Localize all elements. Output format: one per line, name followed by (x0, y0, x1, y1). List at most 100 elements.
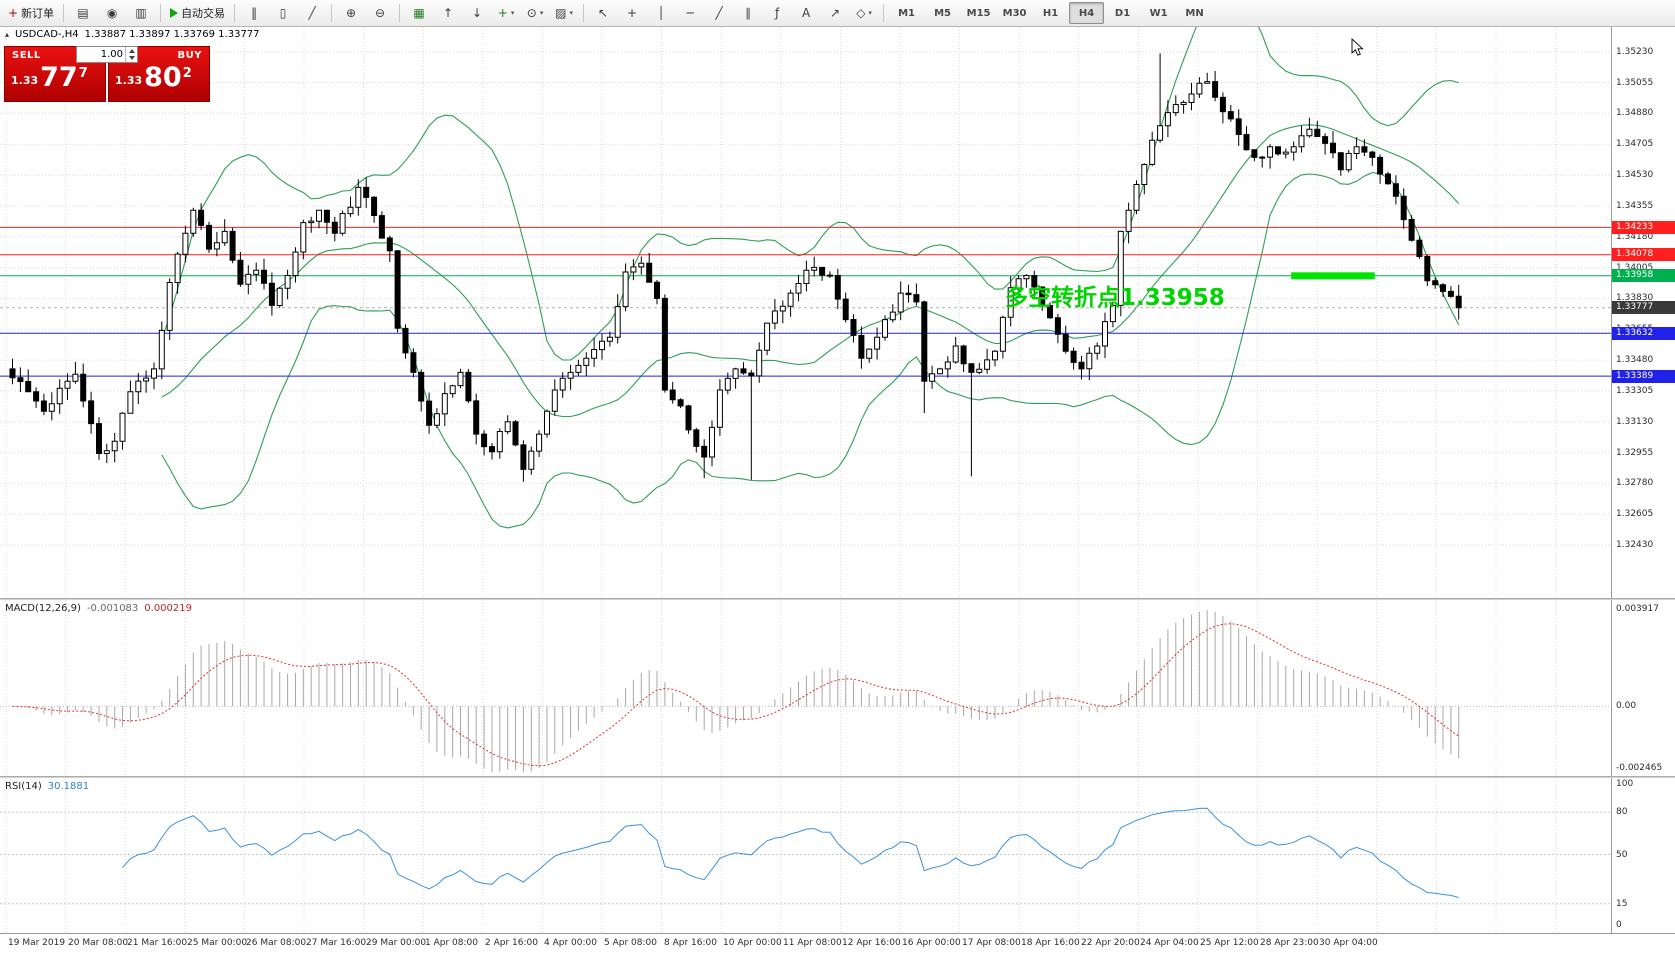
main-chart-svg[interactable] (0, 27, 1612, 598)
trendline-tool-icon: ╱ (715, 7, 722, 19)
rsi-tick-label: 50 (1616, 850, 1627, 860)
crosshair-tool-button[interactable]: + (618, 2, 646, 24)
price-tick-label: 1.34880 (1616, 108, 1653, 118)
bar-chart-button[interactable]: ‖ (240, 2, 268, 24)
volume-down-icon[interactable] (126, 55, 137, 63)
time-tick-label: 11 Apr 08:00 (783, 938, 842, 948)
zoom-in-button[interactable]: ⊕ (337, 2, 365, 24)
shapes-tool-button[interactable]: ◇▾ (850, 2, 878, 24)
arrange-up-button[interactable]: ↑ (434, 2, 462, 24)
volume-value[interactable]: 1.00 (77, 47, 125, 62)
sell-price-prefix: 1.33 (11, 74, 38, 87)
macd-main-value: -0.001083 (87, 603, 138, 614)
autotrade-button[interactable]: 自动交易 (166, 2, 229, 24)
tf-m1-button[interactable]: M1 (889, 2, 924, 24)
mouse-cursor (1352, 39, 1363, 55)
autotrade-button-label: 自动交易 (181, 5, 225, 21)
horizontal-line-tool-button[interactable]: ─ (676, 2, 704, 24)
tf-m30-button[interactable]: M30 (997, 2, 1032, 24)
support-line-1-badge: 1.33632 (1612, 327, 1675, 340)
caret-down-icon: ▾ (540, 9, 544, 17)
turning-point-line-badge: 1.33958 (1612, 269, 1675, 282)
toolbar-separator (331, 4, 332, 22)
zoom-out-icon: ⊖ (375, 7, 385, 19)
time-tick-label: 2 Apr 16:00 (485, 938, 538, 948)
time-tick-label: 22 Apr 20:00 (1081, 938, 1140, 948)
support-line-2-badge: 1.33389 (1612, 370, 1675, 383)
turning-point-highlight[interactable] (1291, 272, 1375, 279)
rsi-tick-label: 80 (1616, 807, 1627, 817)
arrow-tool-button[interactable]: ↗ (821, 2, 849, 24)
line-chart-button[interactable]: ╱ (298, 2, 326, 24)
tf-w1-button[interactable]: W1 (1141, 2, 1176, 24)
line-chart-icon: ╱ (308, 7, 315, 19)
rsi-svg (0, 778, 1612, 933)
shapes-tool-icon: ◇ (856, 7, 865, 19)
current-price-badge: 1.33777 (1612, 301, 1675, 314)
volume-stepper[interactable]: 1.00 (76, 46, 138, 63)
tf-m5-button[interactable]: M5 (925, 2, 960, 24)
tf-m15-button[interactable]: M15 (961, 2, 996, 24)
sell-price-sup: 7 (79, 66, 88, 81)
new-order-button-label: 新订单 (21, 5, 54, 21)
price-tick-label: 1.33480 (1616, 355, 1653, 365)
time-tick-label: 20 Mar 08:00 (68, 938, 128, 948)
timeframe-label: M30 (1003, 8, 1027, 19)
price-tick-label: 1.35055 (1616, 78, 1653, 88)
templates-button[interactable]: ▨▾ (550, 2, 578, 24)
price-tick-label: 1.32780 (1616, 478, 1653, 488)
add-indicator-button[interactable]: +▾ (492, 2, 520, 24)
macd-max-label: 0.003917 (1616, 604, 1659, 614)
chart-window-button[interactable]: ▤ (69, 2, 97, 24)
price-tick-label: 1.32605 (1616, 509, 1653, 519)
notifications-button[interactable]: ▥ (127, 2, 155, 24)
tile-windows-button[interactable]: ▦ (405, 2, 433, 24)
time-tick-label: 24 Apr 04:00 (1140, 938, 1199, 948)
vertical-line-tool-button[interactable]: │ (647, 2, 675, 24)
price-tick-label: 1.34355 (1616, 201, 1653, 211)
volume-up-icon[interactable] (126, 47, 137, 55)
channel-tool-button[interactable]: ∥ (734, 2, 762, 24)
ohlc-values: 1.33887 1.33897 1.33769 1.33777 (85, 29, 260, 40)
candlestick-chart-button[interactable]: ▯ (269, 2, 297, 24)
chart-collapse-icon[interactable]: ▴ (5, 30, 9, 39)
tf-mn-button[interactable]: MN (1177, 2, 1212, 24)
tf-h1-button[interactable]: H1 (1033, 2, 1068, 24)
toolbar-separator (234, 4, 235, 22)
tf-h4-button[interactable]: H4 (1069, 2, 1104, 24)
text-tool-button[interactable]: A (792, 2, 820, 24)
cursor-tool-button[interactable]: ↖ (589, 2, 617, 24)
time-tick-label: 18 Apr 16:00 (1021, 938, 1080, 948)
new-order-button[interactable]: +新订单 (4, 2, 58, 24)
candlestick-chart-icon: ▯ (280, 7, 287, 19)
time-tick-label: 8 Apr 16:00 (664, 938, 717, 948)
arrange-down-button[interactable]: ↓ (463, 2, 491, 24)
bollinger-middle-band (162, 125, 1459, 417)
tf-d1-button[interactable]: D1 (1105, 2, 1140, 24)
sell-button[interactable]: SELL (12, 50, 41, 61)
arrange-up-icon: ↑ (443, 7, 453, 19)
profile-button[interactable]: ◉ (98, 2, 126, 24)
profile-icon: ◉ (107, 7, 117, 19)
volume-spin[interactable] (125, 47, 137, 62)
cursor-tool-icon: ↖ (598, 7, 608, 19)
timeframe-label: H1 (1043, 8, 1058, 19)
buy-button[interactable]: BUY (178, 50, 202, 61)
fibonacci-tool-button[interactable]: ƒ (763, 2, 791, 24)
macd-svg (0, 600, 1612, 776)
zoom-out-button[interactable]: ⊖ (366, 2, 394, 24)
rsi-tick-label: 15 (1616, 899, 1627, 909)
periods-icon: ⊙ (527, 7, 537, 19)
periods-button[interactable]: ⊙▾ (521, 2, 549, 24)
trendline-tool-button[interactable]: ╱ (705, 2, 733, 24)
macd-histogram (13, 610, 1459, 772)
